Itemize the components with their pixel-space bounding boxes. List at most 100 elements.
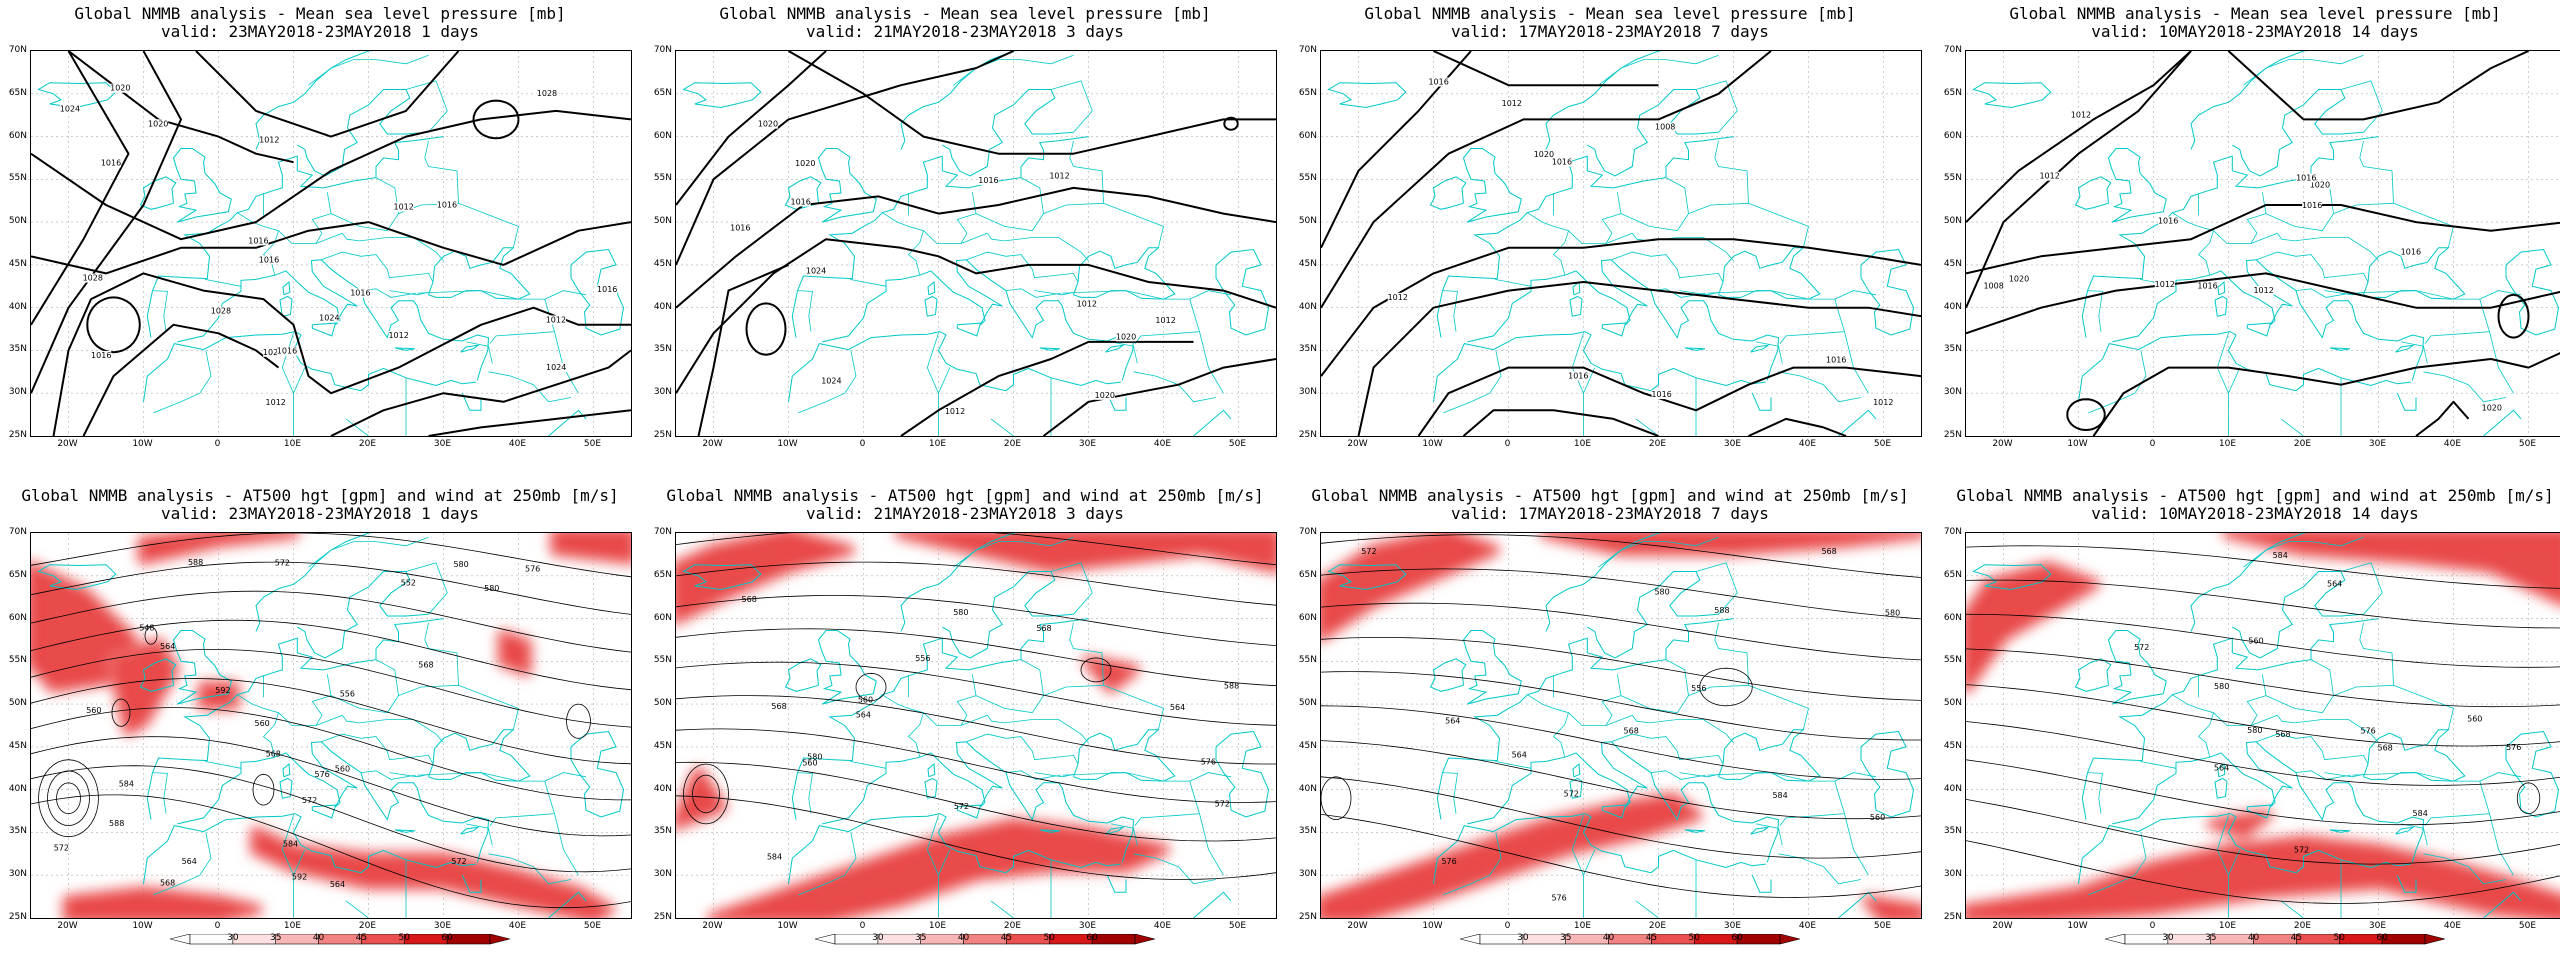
coastline [819, 631, 877, 705]
longitude-label: 30E [428, 439, 458, 449]
longitude-label: 20E [2288, 921, 2318, 931]
country-border [1611, 252, 1723, 282]
coastline [141, 177, 176, 210]
latitude-label: 65N [0, 88, 27, 98]
isobars [1321, 51, 1921, 436]
panel-valid-line: valid: 17MAY2018-23MAY2018 7 days [1290, 505, 1930, 523]
latitude-label: 55N [642, 655, 672, 665]
latitude-label: 45N [642, 741, 672, 751]
wind-colorbar [2105, 934, 2445, 950]
latitude-label: 65N [1932, 88, 1962, 98]
map-svg: 1020102010201016101610161016101610121012… [1966, 51, 2560, 436]
contour-label: 1020 [1095, 391, 1115, 400]
contour-label: 584 [2413, 809, 2428, 818]
coastline [177, 742, 488, 863]
mslp-panel-3: Global NMMB analysis - Mean sea level pr… [1290, 0, 1930, 480]
latitude-label: 35N [642, 344, 672, 354]
colorbar-low-triangle [170, 934, 190, 944]
latitude-label: 25N [642, 430, 672, 440]
contour-label: 1012 [1049, 171, 1069, 180]
longitude-label: 40E [2438, 439, 2468, 449]
latitude-label: 55N [1932, 655, 1962, 665]
contour-label: 580 [953, 608, 968, 617]
country-border [2281, 419, 2304, 436]
panel-valid-line: valid: 21MAY2018-23MAY2018 3 days [645, 505, 1285, 523]
coastline [2247, 323, 2270, 336]
coastline [1685, 348, 1705, 351]
coastline [789, 332, 1121, 402]
coastline [822, 260, 1133, 381]
latitude-label: 25N [0, 430, 27, 440]
colorbar-tick-label: 35 [2201, 933, 2221, 943]
country-border [1569, 192, 1622, 243]
panel-valid-line: valid: 23MAY2018-23MAY2018 1 days [0, 23, 640, 41]
country-border [153, 350, 211, 413]
jet-shading [1321, 533, 1921, 918]
contour-label: 564 [2327, 579, 2342, 588]
contour-line [1044, 359, 1277, 436]
contour-label: 1016 [350, 289, 370, 298]
contour-label: 1012 [1388, 293, 1408, 302]
coastline [395, 830, 415, 833]
colorbar-high-triangle [1780, 934, 1800, 944]
coastline [819, 149, 877, 223]
contour-line [1321, 672, 1921, 740]
contour-line [901, 342, 1194, 436]
country-border [1845, 814, 1869, 876]
longitude-label: 0 [1493, 921, 1523, 931]
colorbar-tick-label: 40 [2244, 933, 2264, 943]
coastline [2109, 631, 2167, 705]
contour-label: 1012 [945, 407, 965, 416]
latitude-label: 70N [1287, 45, 1317, 55]
contour-label: 564 [1445, 717, 1460, 726]
contour-label: 1012 [1077, 300, 1097, 309]
latitude-label: 35N [1287, 826, 1317, 836]
latitude-label: 45N [0, 259, 27, 269]
country-border [976, 178, 1044, 231]
panel-valid-line: valid: 10MAY2018-23MAY2018 14 days [1935, 23, 2560, 41]
contour-line [2416, 402, 2469, 436]
contour-label: 1016 [1428, 78, 1448, 87]
panel-valid-line: valid: 21MAY2018-23MAY2018 3 days [645, 23, 1285, 41]
country-border [2281, 901, 2304, 918]
height-wind-panel-1: Global NMMB analysis - AT500 hgt [gpm] a… [0, 482, 640, 962]
latitude-label: 35N [1932, 344, 1962, 354]
contour-label: 580 [1885, 608, 1900, 617]
longitude-label: 10W [128, 439, 158, 449]
colorbar-tick-label: 35 [1556, 933, 1576, 943]
contour-label: 1020 [795, 159, 815, 168]
panel-title: Global NMMB analysis - AT500 hgt [gpm] a… [1935, 487, 2560, 523]
longitude-label: 10W [2063, 921, 2093, 931]
coastline [312, 323, 335, 336]
coastline [1464, 149, 1522, 223]
longitude-label: 50E [1868, 921, 1898, 931]
contour-line [1419, 368, 1922, 436]
contour-line [676, 729, 1276, 803]
longitude-label: 20W [53, 921, 83, 931]
longitude-label: 20E [353, 439, 383, 449]
latitude-label: 25N [1932, 912, 1962, 922]
coastline [1752, 393, 1771, 410]
longitude-label: 20W [1988, 439, 2018, 449]
colorbar-low-triangle [1460, 934, 1480, 944]
contour-label: 556 [915, 654, 930, 663]
country-border [489, 372, 572, 402]
coastline [1751, 345, 1768, 352]
country-border [425, 141, 459, 204]
mslp-panel-4: Global NMMB analysis - Mean sea level pr… [1935, 0, 2560, 480]
contour-label: 1028 [211, 307, 231, 316]
contour-label: 1020 [110, 84, 130, 93]
latitude-label: 65N [1287, 570, 1317, 580]
longitude-label: 40E [2438, 921, 2468, 931]
coastline [2112, 260, 2423, 381]
coastline [1752, 875, 1771, 892]
longitude-label: 20W [1988, 921, 2018, 931]
country-border [346, 901, 369, 918]
country-border [205, 279, 241, 286]
country-border [2088, 773, 2103, 814]
contour-line [1321, 637, 1921, 700]
coastline [256, 51, 429, 149]
latitude-label: 45N [1287, 259, 1317, 269]
